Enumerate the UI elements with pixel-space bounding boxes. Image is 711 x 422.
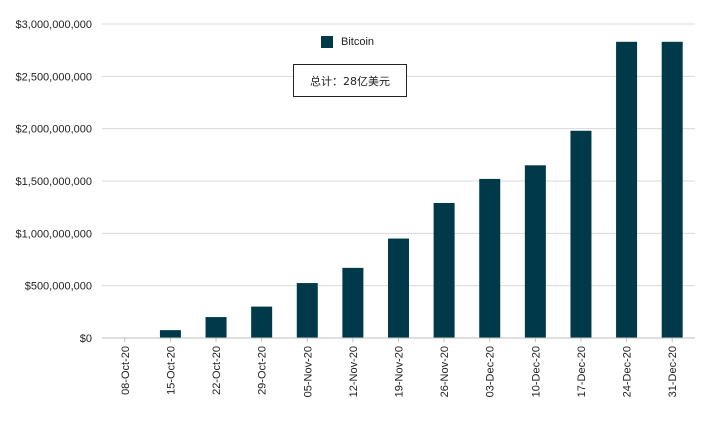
- legend-swatch: [321, 36, 333, 48]
- y-tick-label: $0: [80, 333, 92, 345]
- y-tick-label: $1,500,000,000: [16, 176, 92, 188]
- y-tick-label: $500,000,000: [25, 281, 92, 293]
- y-tick-label: $3,000,000,000: [16, 19, 92, 31]
- bar: [296, 283, 318, 338]
- y-tick-label: $2,000,000,000: [16, 124, 92, 136]
- bar: [524, 165, 546, 338]
- x-tick-label: 26-Nov-20: [439, 346, 451, 397]
- x-tick-label: 29-Oct-20: [257, 346, 269, 395]
- legend: Bitcoin: [321, 35, 374, 49]
- x-tick-label: 31-Dec-20: [667, 346, 679, 397]
- x-tick-label: 19-Nov-20: [394, 346, 406, 397]
- bar: [661, 41, 683, 338]
- bar: [479, 178, 501, 338]
- bar: [433, 202, 455, 338]
- total-annotation-text: 总计：28亿美元: [310, 74, 390, 88]
- bar: [388, 238, 409, 338]
- y-tick-labels: $0 $500,000,000 $1,000,000,000 $1,500,000,0…: [16, 19, 92, 345]
- bar: [342, 267, 364, 338]
- bar: [570, 130, 592, 338]
- bar: [251, 306, 273, 338]
- total-annotation: 总计：28亿美元: [293, 64, 407, 97]
- y-tick-label: $1,000,000,000: [16, 228, 92, 240]
- x-tick-label: 17-Dec-20: [576, 346, 588, 397]
- x-tick-label: 10-Dec-20: [530, 346, 542, 397]
- x-tick-label: 12-Nov-20: [348, 346, 360, 397]
- x-tick-label: 05-Nov-20: [302, 346, 314, 397]
- legend-label: Bitcoin: [341, 36, 375, 48]
- bar: [616, 41, 638, 338]
- x-tick-label: 22-Oct-20: [211, 346, 223, 395]
- axes: [102, 337, 695, 342]
- x-tick-labels: 08-Oct-20 15-Oct-20 22-Oct-20 29-Oct-20 05-N…: [120, 346, 679, 397]
- x-tick-label: 24-Dec-20: [622, 346, 634, 397]
- x-tick-label: 03-Dec-20: [485, 346, 497, 397]
- y-tick-label: $2,500,000,000: [16, 71, 92, 83]
- bar: [159, 330, 181, 338]
- x-tick-label: 15-Oct-20: [165, 346, 177, 395]
- x-tick-label: 08-Oct-20: [120, 346, 132, 395]
- bars: [159, 41, 683, 338]
- bar: [205, 317, 227, 338]
